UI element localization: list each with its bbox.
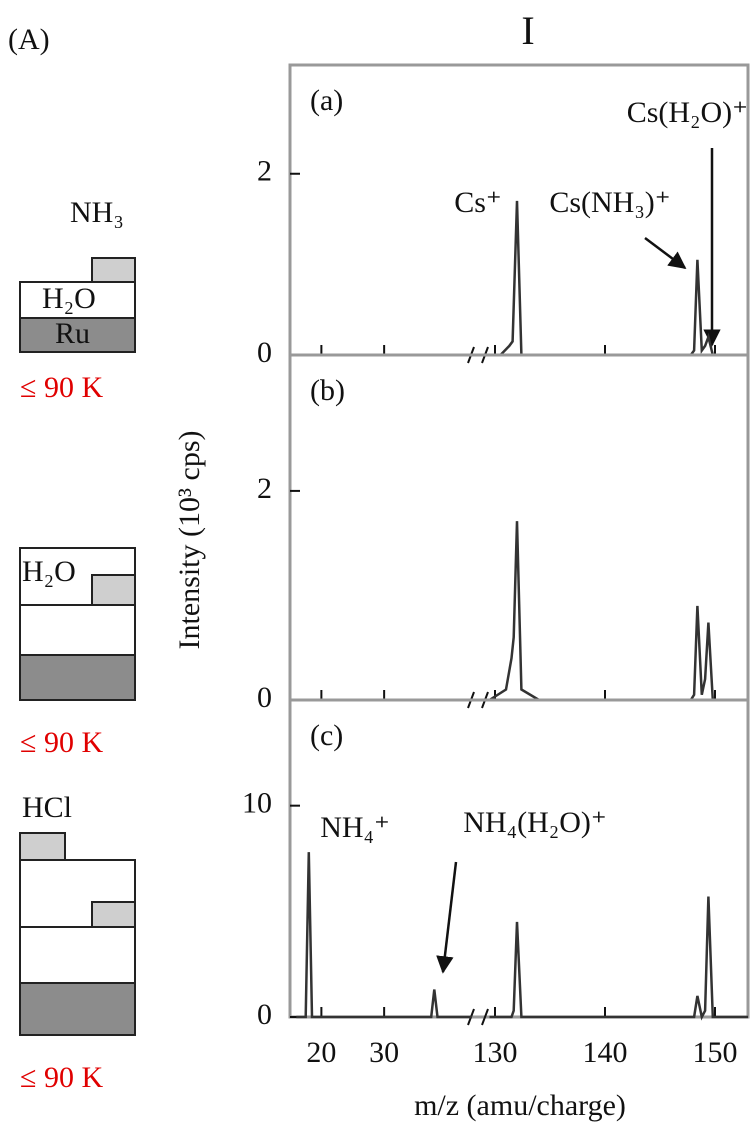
y-tick-label: 0 (257, 336, 272, 369)
layer (91, 901, 136, 928)
temperature: ≤ 90 K (20, 1061, 103, 1094)
schematic: NH₃ H₂O Ru ≤ 90 K (19, 196, 136, 404)
panel-label: (a) (310, 84, 343, 117)
x-tick-label: 150 (693, 1036, 738, 1069)
y-tick-label: 10 (242, 787, 272, 820)
plot-frame (288, 698, 750, 1019)
x-tick-label: 140 (583, 1036, 628, 1069)
layer (19, 281, 136, 319)
temperature: ≤ 90 K (20, 726, 103, 759)
layer (91, 257, 136, 283)
spectrum-line (489, 200, 748, 357)
layer (19, 982, 136, 1036)
layer (19, 926, 136, 984)
peak-label: Cs(H₂O)⁺ (627, 96, 748, 129)
layer-label: HCl (22, 791, 72, 824)
x-axis-label: m/z (amu/charge) (414, 1089, 626, 1122)
spectrum-line (296, 852, 748, 1021)
layer-label: Ru (55, 317, 90, 350)
schematic: H₂O ≤ 90 K (19, 547, 136, 759)
y-tick-label: 2 (257, 155, 272, 188)
plot-frame (288, 353, 750, 702)
column-label: I (521, 8, 534, 53)
y-tick-label: 0 (257, 998, 272, 1031)
layer (19, 832, 66, 861)
spectrum-line (488, 521, 748, 702)
layer (19, 317, 136, 353)
x-tick-label: 30 (369, 1036, 399, 1069)
peak-label: NH₄(H₂O)⁺ (463, 806, 606, 839)
layer (19, 654, 136, 701)
panel-label: (A) (8, 23, 50, 56)
arrow (436, 861, 458, 974)
panel-label: (b) (310, 374, 345, 407)
arrow (644, 237, 687, 270)
schematic: HCl ≤ 90 K (19, 791, 136, 1094)
layer-label: H₂O (42, 282, 96, 315)
x-tick-label: 130 (473, 1036, 518, 1069)
layer (19, 604, 136, 656)
peak-label: Cs⁺ (454, 186, 502, 219)
x-tick-label: 20 (306, 1036, 336, 1069)
layer-label: H₂O (22, 555, 76, 588)
y-tick-label: 0 (257, 681, 272, 714)
layer-label: NH₃ (70, 196, 124, 229)
layer (91, 574, 136, 606)
peak-label: Cs(NH₃)⁺ (549, 186, 670, 219)
temperature: ≤ 90 K (20, 371, 103, 404)
peak-label: NH₄⁺ (320, 811, 390, 844)
y-tick-label: 2 (257, 472, 272, 505)
panel-label: (c) (310, 719, 343, 752)
y-axis-label: Intensity (10³ cps) (173, 431, 206, 650)
